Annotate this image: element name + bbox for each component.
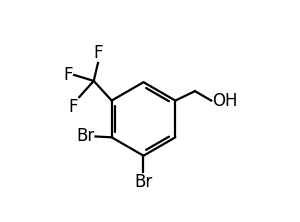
Text: Br: Br [134,173,153,191]
Text: Br: Br [76,127,94,145]
Text: F: F [68,98,78,116]
Text: OH: OH [212,91,238,110]
Text: F: F [63,66,73,84]
Text: F: F [93,44,103,61]
